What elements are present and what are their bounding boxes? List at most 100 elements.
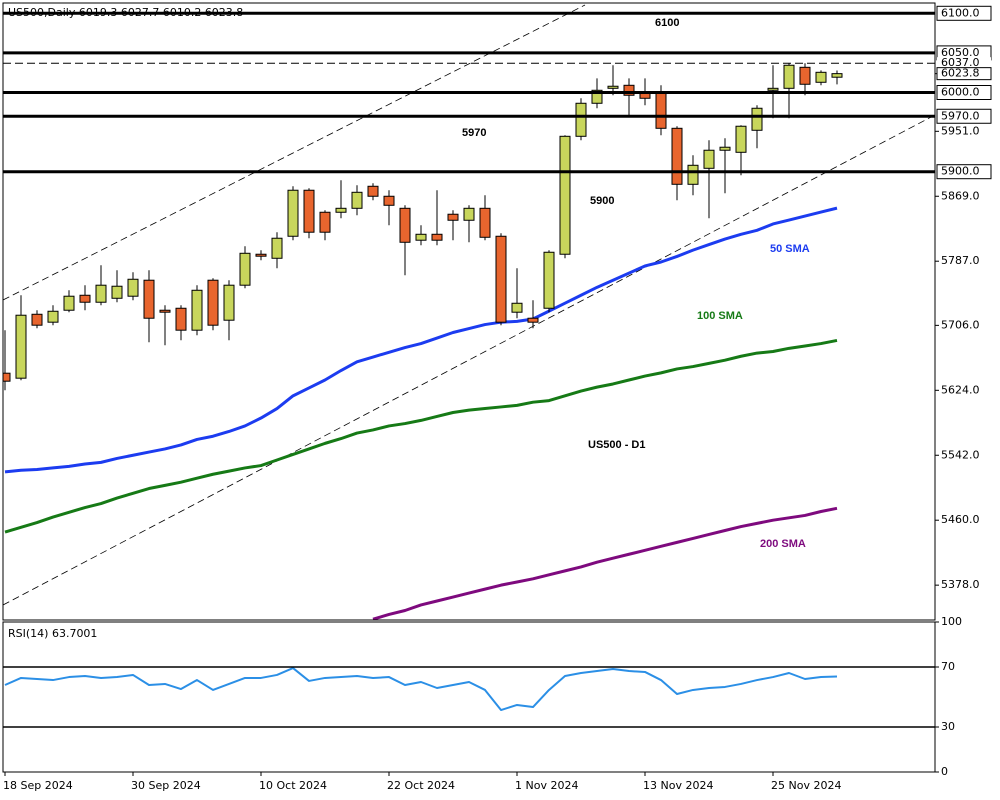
y-tick-label: 5378.0 [941, 578, 980, 591]
level-label-box [936, 5, 992, 21]
y-tick-label: 5706.0 [941, 318, 980, 331]
candle-body [527, 317, 539, 323]
candle-body [303, 189, 315, 233]
y-tick-label: 30 [941, 720, 955, 733]
candle-body [783, 64, 795, 89]
candle-body [383, 195, 395, 206]
candle-body [751, 107, 763, 131]
candle-body [543, 251, 555, 309]
price-plot [3, 4, 935, 620]
y-tick-label: 5951.0 [941, 124, 980, 137]
candle-body [799, 66, 811, 85]
price-label: 6023.8 [941, 67, 980, 80]
y-tick-label: 5542.0 [941, 448, 980, 461]
candle-body [63, 295, 75, 311]
candle-body [639, 92, 651, 99]
sma-label: 100 SMA [697, 310, 743, 322]
level-annotation: 6100 [655, 17, 679, 29]
candle-body [255, 253, 267, 257]
candle-body [431, 233, 443, 241]
candle-body [447, 213, 459, 221]
x-tick-label: 30 Sep 2024 [131, 779, 201, 792]
level-annotation: 5970 [462, 127, 486, 139]
candle-body [655, 92, 667, 129]
candle-body [687, 164, 699, 185]
candle-body [3, 372, 11, 382]
x-tick-label: 25 Nov 2024 [771, 779, 841, 792]
candle-body [223, 284, 235, 321]
candle-body [479, 207, 491, 238]
y-tick-label: 70 [941, 660, 955, 673]
candle-body [767, 87, 779, 91]
level-label: 6100.0 [941, 6, 980, 19]
candle-body [143, 279, 155, 319]
price-frame [2, 2, 936, 621]
x-tick-label: 22 Oct 2024 [387, 779, 455, 792]
candle-body [79, 294, 91, 303]
sma-label: 200 SMA [760, 538, 806, 550]
sma-line [4, 206, 838, 474]
candle-body [719, 146, 731, 151]
candle-body [111, 285, 123, 299]
x-tick-label: 18 Sep 2024 [3, 779, 73, 792]
rsi-line [4, 667, 838, 712]
level-label: 5970.0 [941, 109, 980, 122]
candle-body [463, 207, 475, 221]
candle-body [207, 279, 219, 326]
candle-body [319, 211, 331, 233]
candle-body [31, 313, 43, 326]
candle-body [351, 191, 363, 209]
level-label: 6050.0 [941, 46, 980, 59]
candle-body [703, 149, 715, 169]
candle-body [575, 102, 587, 137]
y-tick-label: 100 [941, 615, 962, 628]
rsi-title: RSI(14) 63.7001 [8, 627, 97, 640]
x-tick-label: 1 Nov 2024 [515, 779, 578, 792]
candle-body [47, 310, 59, 323]
price-label-box [936, 67, 992, 81]
level-annotation: 5900 [590, 195, 614, 207]
x-tick-label: 10 Oct 2024 [259, 779, 327, 792]
candle-body [815, 71, 827, 83]
sma-line [4, 338, 838, 534]
candle-body [15, 314, 27, 379]
y-tick-label: 5460.0 [941, 513, 980, 526]
y-tick-label: 5787.0 [941, 254, 980, 267]
candle-body [95, 284, 107, 303]
rsi-plot [4, 667, 838, 712]
candle-body [239, 252, 251, 286]
x-tick-label: 13 Nov 2024 [643, 779, 713, 792]
candle-body [127, 278, 139, 297]
chart-title: US500 - D1 [588, 439, 645, 451]
y-tick-label: 5624.0 [941, 383, 980, 396]
candle-body [335, 207, 347, 213]
level-label-box [936, 164, 992, 180]
candle-body [271, 237, 283, 259]
price-label: 6037.0 [941, 56, 980, 69]
y-tick-label: 5869.0 [941, 189, 980, 202]
candle-body [367, 185, 379, 197]
level-label: 5900.0 [941, 165, 980, 178]
candle-body [623, 84, 635, 96]
candle-body [671, 127, 683, 185]
candle-body [607, 85, 619, 89]
candle-body [415, 233, 427, 241]
price-label-box [937, 57, 991, 70]
candle-body [495, 235, 507, 323]
candle-body [159, 309, 171, 313]
level-label-box [936, 108, 992, 124]
candle-body [191, 289, 203, 331]
sma-line [372, 506, 838, 620]
y-tick-label: 0 [941, 765, 948, 778]
candle-body [591, 89, 603, 104]
candle-body [175, 307, 187, 331]
candle-body [511, 302, 523, 313]
rsi-frame [2, 621, 936, 773]
candle-body [831, 73, 843, 78]
level-label: 6000.0 [941, 86, 980, 99]
candle-body [559, 135, 571, 255]
candle-body [287, 189, 299, 237]
candle-body [399, 207, 411, 243]
